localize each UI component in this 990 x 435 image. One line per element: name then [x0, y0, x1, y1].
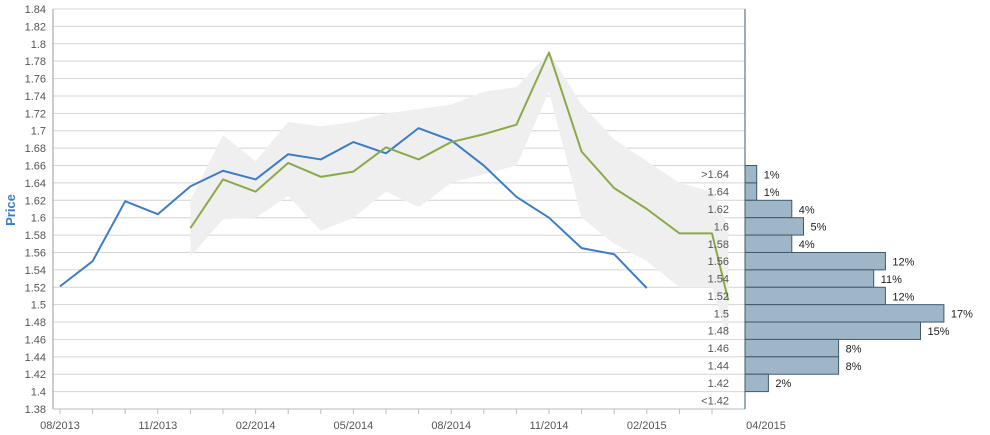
histogram-bin-label: 1.56 [708, 256, 729, 268]
y-tick-label: 1.56 [25, 247, 46, 259]
y-tick-label: 1.68 [25, 143, 46, 155]
histogram-pct-label: 4% [799, 239, 815, 251]
histogram-pct-label: 2% [775, 378, 791, 390]
y-tick-label: 1.66 [25, 161, 46, 173]
histogram-bar [744, 251, 886, 271]
y-tick-label: 1.76 [25, 74, 46, 86]
histogram-bar [744, 304, 945, 323]
x-tick-label: 08/2014 [431, 420, 471, 432]
y-tick-label: 1.82 [25, 21, 46, 33]
histogram-bin-label: 1.5 [714, 308, 729, 320]
histogram-bar [744, 165, 758, 184]
y-tick-label: 1.84 [25, 4, 46, 16]
histogram-bin-label: 1.58 [708, 239, 729, 251]
y-tick-label: 1.78 [25, 56, 46, 68]
histogram-pct-label: 1% [764, 187, 780, 199]
histogram-bar [744, 217, 804, 236]
histogram-bin-label: 1.48 [708, 326, 729, 338]
y-tick-label: 1.4 [31, 387, 46, 399]
x-tick-label: 02/2014 [236, 420, 276, 432]
distribution-histogram: >1.64 1% 1.64 1% 1.62 4% 1.6 5% 1.58 4% 1.56 12% 1.5… [701, 165, 973, 407]
series-line-1 [59, 127, 648, 289]
histogram-bar [744, 356, 840, 375]
y-tick-label: 1.74 [25, 91, 46, 103]
forecast-band [190, 52, 729, 340]
y-tick-label: 1.5 [31, 300, 46, 312]
histogram-bin-label: 1.54 [708, 274, 729, 286]
y-tick-label: 1.72 [25, 108, 46, 120]
x-tick-label: 04/2015 [746, 420, 786, 432]
y-tick-label: 1.62 [25, 195, 46, 207]
histogram-bin-label: 1.64 [708, 187, 729, 199]
histogram-bin-label: 1.42 [708, 378, 729, 390]
y-tick-label: 1.48 [25, 317, 46, 329]
histogram-bin-label: >1.64 [701, 169, 729, 181]
x-tick-label: 02/2015 [627, 420, 667, 432]
histogram-bin-label: 1.62 [708, 204, 729, 216]
y-tick-label: 1.54 [25, 265, 46, 277]
x-tick-label: 08/2013 [40, 420, 80, 432]
y-tick-label: 1.38 [25, 404, 46, 416]
histogram-pct-label: 8% [846, 361, 862, 373]
y-tick-labels: 1.38 1.4 1.42 1.44 1.46 1.48 1.5 1.52 1.54 1.56 1.… [25, 4, 46, 416]
axes [52, 9, 746, 410]
histogram-pct-label: 15% [928, 326, 950, 338]
forecast-band-area [190, 52, 729, 340]
y-tick-label: 1.52 [25, 282, 46, 294]
x-tick-label: 11/2014 [530, 420, 569, 432]
histogram-pct-label: 8% [846, 343, 862, 355]
histogram-bin-label: 1.46 [708, 343, 729, 355]
series-line-2 [189, 51, 730, 301]
x-tick-label: 11/2013 [138, 420, 177, 432]
price-series [59, 51, 730, 301]
y-tick-label: 1.58 [25, 230, 46, 242]
histogram-bin-label: 1.6 [714, 221, 729, 233]
histogram-bar [744, 286, 886, 306]
histogram-bar [744, 234, 793, 253]
y-tick-label: 1.64 [25, 178, 46, 190]
histogram-bar [744, 373, 769, 393]
histogram-bar [744, 199, 793, 219]
histogram-pct-label: 1% [764, 170, 780, 182]
x-tick-label: 05/2014 [334, 420, 374, 432]
histogram-pct-label: 12% [892, 291, 914, 303]
y-axis-title: Price [3, 194, 18, 226]
histogram-pct-label: 12% [892, 256, 914, 268]
y-tick-label: 1.6 [31, 213, 46, 225]
histogram-bar [744, 321, 921, 340]
histogram-bin-label: 1.44 [708, 361, 729, 373]
histogram-bin-label: <1.42 [701, 395, 729, 407]
histogram-pct-label: 4% [799, 204, 815, 216]
histogram-pct-label: 5% [811, 222, 827, 234]
y-tick-label: 1.8 [31, 39, 46, 51]
histogram-bin-label: 1.52 [708, 291, 729, 303]
y-tick-label: 1.46 [25, 334, 46, 346]
histogram-pct-label: 11% [881, 274, 902, 286]
histogram-bar [744, 269, 875, 288]
y-tick-label: 1.42 [25, 369, 46, 381]
histogram-bar [744, 182, 758, 201]
histogram-bar [744, 338, 840, 358]
y-tick-label: 1.7 [31, 126, 46, 138]
histogram-pct-label: 17% [951, 309, 973, 321]
x-tick-labels: 08/2013 11/2013 02/2014 05/2014 08/2014 11/20… [40, 409, 786, 432]
y-tick-label: 1.44 [25, 352, 46, 364]
